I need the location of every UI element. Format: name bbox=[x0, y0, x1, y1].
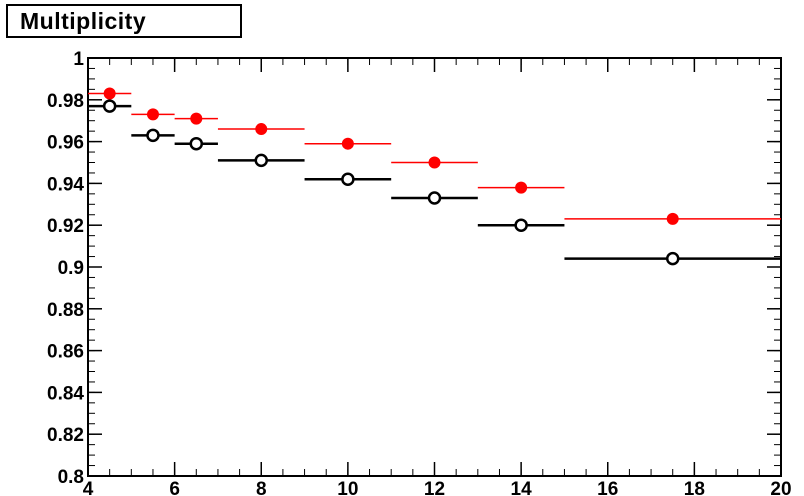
data-series bbox=[88, 87, 781, 266]
data-point-open bbox=[665, 251, 680, 266]
data-point-open bbox=[254, 153, 268, 168]
data-point-open bbox=[146, 128, 160, 143]
data-point-filled bbox=[341, 137, 354, 150]
x-tick-label: 4 bbox=[83, 479, 94, 496]
y-tick-label: 0.92 bbox=[47, 216, 84, 237]
x-tick-label: 20 bbox=[770, 479, 791, 496]
data-point-open bbox=[341, 172, 355, 186]
x-tick-label: 6 bbox=[169, 479, 180, 496]
data-point-filled bbox=[255, 123, 268, 136]
x-tick-label: 14 bbox=[511, 479, 533, 496]
series-0 bbox=[88, 87, 781, 225]
data-point-filled bbox=[428, 156, 441, 169]
chart-title-box: Multiplicity bbox=[6, 4, 242, 38]
x-tick-labels: 4 6 8 10 12 14 16 18 20 bbox=[83, 479, 792, 496]
data-point-filled bbox=[103, 87, 116, 100]
data-point-filled bbox=[666, 212, 679, 225]
y-tick-labels: 0.8 0.82 0.84 0.86 0.88 0.9 0.92 0.94 0.96 0.98 1 bbox=[47, 49, 84, 488]
y-tick-label: 0.98 bbox=[47, 91, 84, 112]
y-tick-label: 1 bbox=[73, 49, 84, 70]
data-point-filled bbox=[190, 112, 203, 125]
y-tick-label: 0.82 bbox=[47, 425, 84, 446]
y-tick-label: 0.94 bbox=[47, 174, 84, 195]
y-tick-label: 0.8 bbox=[58, 467, 84, 488]
x-tick-label: 10 bbox=[337, 479, 358, 496]
axis-ticks bbox=[87, 57, 782, 477]
data-point-open bbox=[514, 218, 528, 232]
y-tick-label: 0.84 bbox=[47, 383, 84, 404]
x-tick-label: 18 bbox=[684, 479, 705, 496]
chart-title: Multiplicity bbox=[20, 7, 147, 34]
y-tick-label: 0.88 bbox=[47, 300, 84, 321]
data-point-filled bbox=[515, 181, 528, 194]
x-tick-label: 12 bbox=[424, 479, 445, 496]
data-point-open bbox=[102, 99, 117, 113]
y-tick-label: 0.86 bbox=[47, 342, 84, 363]
series-1 bbox=[88, 99, 781, 266]
data-point-filled bbox=[146, 108, 159, 121]
data-point-open bbox=[427, 191, 442, 205]
data-point-open bbox=[189, 136, 204, 151]
x-tick-label: 16 bbox=[597, 479, 618, 496]
y-tick-label: 0.9 bbox=[58, 258, 84, 279]
y-tick-label: 0.96 bbox=[47, 133, 84, 154]
x-tick-label: 8 bbox=[256, 479, 267, 496]
